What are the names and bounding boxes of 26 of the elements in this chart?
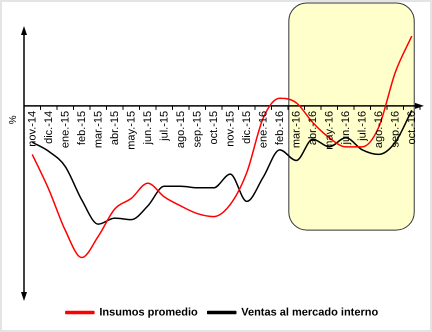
x-tick-label: jul.-16 [356, 110, 368, 142]
x-tick-label: feb.-16 [274, 110, 286, 146]
x-tick-label: ene.-15 [59, 110, 72, 148]
legend-label: Ventas al mercado interno [241, 306, 378, 319]
x-tick-label: ago.-15 [174, 110, 187, 148]
x-tick-label: ago.-16 [372, 110, 385, 148]
x-tick-label: oct.-16 [406, 110, 418, 144]
x-tick-label: sep.-15 [191, 110, 204, 148]
x-tick-label: nov.-15 [224, 110, 236, 147]
legend-label: Insumos promedio [99, 306, 198, 319]
x-tick-label: may.-15 [125, 110, 138, 150]
x-tick-label: dic.-15 [240, 110, 253, 144]
x-tick-label: mar.-15 [92, 110, 104, 148]
x-tick-label: jul.-15 [158, 110, 170, 142]
x-tick-label: jun.-16 [340, 110, 352, 146]
x-tick-label: dic.-14 [42, 110, 55, 144]
x-tick-label: feb.-15 [76, 110, 88, 146]
x-tick-label: abr.-15 [108, 110, 121, 146]
y-axis-title: % [8, 115, 19, 124]
x-tick-label: mar.-16 [290, 110, 302, 148]
x-tick-label: ene.-16 [257, 110, 270, 148]
x-tick-label: oct.-15 [208, 110, 220, 144]
x-tick-label: abr.-16 [306, 110, 319, 146]
x-tick-label: jun.-15 [142, 110, 154, 146]
x-tick-label: nov.-14 [26, 110, 38, 147]
x-tick-label: may.-16 [323, 110, 336, 150]
